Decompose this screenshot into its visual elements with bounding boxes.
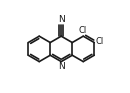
Text: N: N [58,62,65,71]
Text: N: N [58,15,65,24]
Text: Cl: Cl [79,26,87,35]
Text: Cl: Cl [96,37,104,46]
